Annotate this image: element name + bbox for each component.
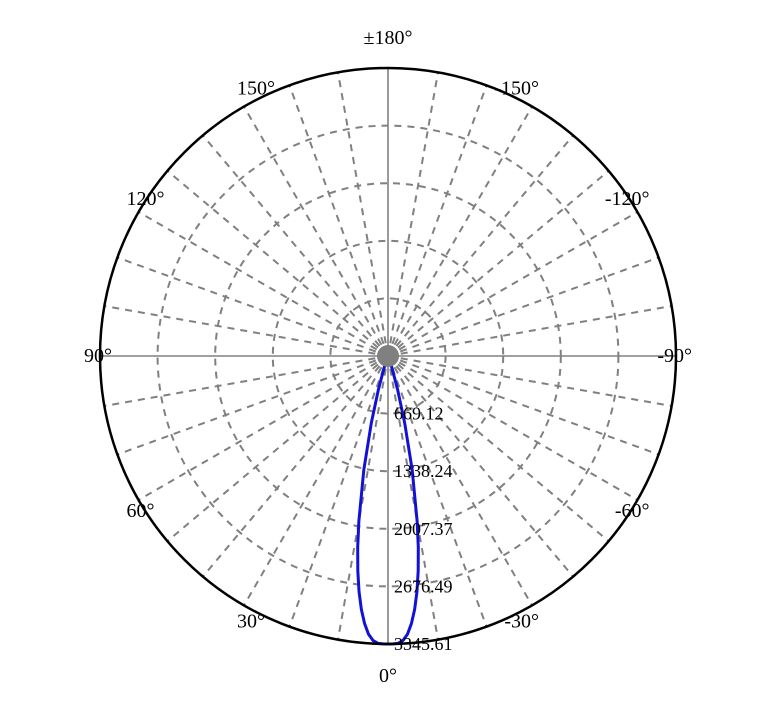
- grid-spoke: [289, 356, 388, 627]
- radial-label: 3345.61: [394, 634, 453, 654]
- grid-spoke: [338, 356, 388, 640]
- grid-spoke: [388, 72, 438, 356]
- center-hub: [377, 345, 399, 367]
- angle-label: -120°: [605, 188, 650, 210]
- radial-label: 2007.37: [394, 519, 453, 539]
- angle-label: 150°: [237, 77, 275, 99]
- angle-label: 90°: [84, 345, 112, 367]
- radial-label: 1338.24: [394, 461, 453, 481]
- grid-spoke: [388, 356, 438, 640]
- radial-label: 669.12: [394, 404, 444, 424]
- grid-spoke: [388, 212, 637, 356]
- grid-spoke: [388, 107, 532, 356]
- grid-spoke: [117, 257, 388, 356]
- grid-spoke: [104, 306, 388, 356]
- polar-chart: 0° 30° 60° 90° 120° 150° ±180° -150° -120° -90° -6…: [0, 0, 768, 717]
- grid-spoke: [388, 356, 609, 541]
- angle-label: 60°: [126, 500, 154, 522]
- grid-spoke: [167, 356, 388, 541]
- angle-label: ±180°: [364, 27, 413, 49]
- grid-spoke: [203, 135, 388, 356]
- angle-label: -60°: [615, 500, 650, 522]
- angle-label: -90°: [657, 345, 692, 367]
- grid-spoke: [167, 171, 388, 356]
- grid-spoke: [388, 306, 672, 356]
- grid-spoke: [104, 356, 388, 406]
- grid-spoke: [388, 135, 573, 356]
- grid-spoke: [338, 72, 388, 356]
- hub-circle: [377, 345, 399, 367]
- grid-spoke: [244, 107, 388, 356]
- grid-spoke: [139, 356, 388, 500]
- grid-spoke: [388, 85, 487, 356]
- grid-spoke: [388, 171, 609, 356]
- angle-label: 120°: [126, 188, 164, 210]
- grid-spoke: [388, 356, 672, 406]
- angle-label: 30°: [237, 611, 265, 633]
- grid-spoke: [244, 356, 388, 605]
- grid-spoke: [203, 356, 388, 577]
- radial-labels: 669.12 1338.24 2007.37 2676.49 3345.61: [394, 404, 453, 654]
- angle-label: -30°: [504, 611, 539, 633]
- grid-spoke: [139, 212, 388, 356]
- angle-label: -150°: [494, 77, 539, 99]
- radial-label: 2676.49: [394, 576, 453, 596]
- angle-label: 0°: [379, 665, 397, 687]
